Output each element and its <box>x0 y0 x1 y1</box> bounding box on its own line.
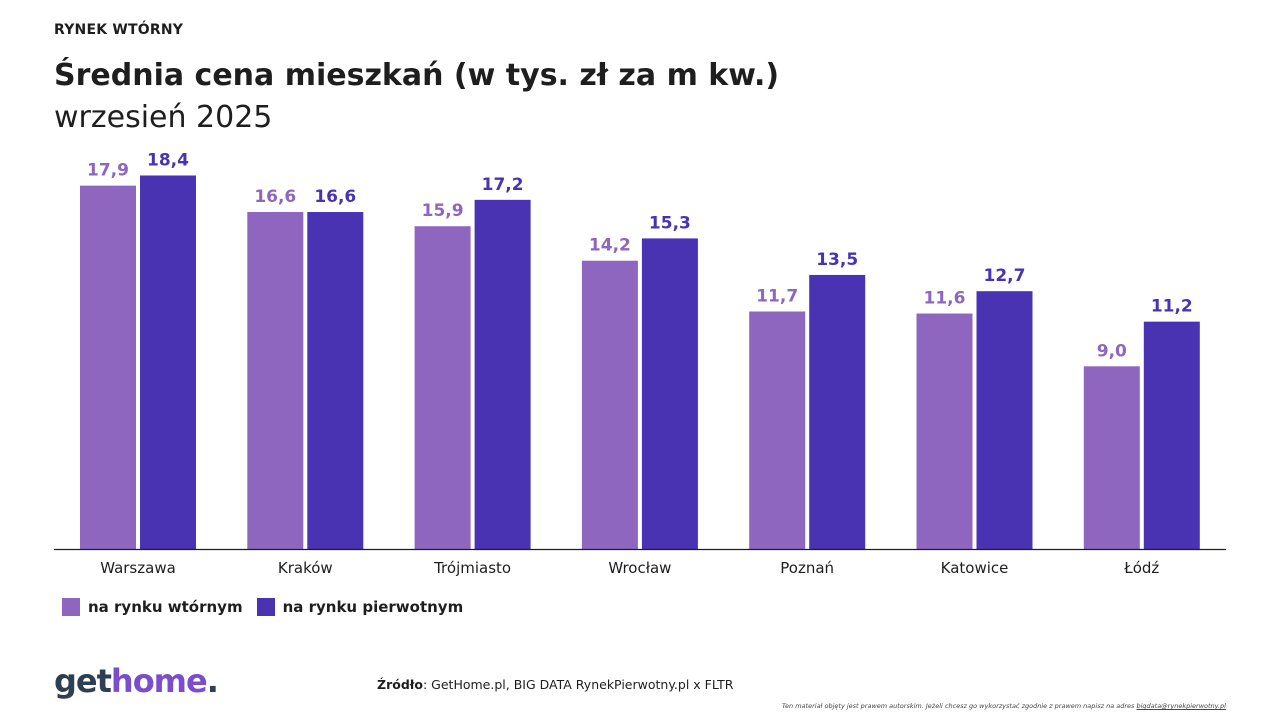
gethome-logo: gethome. <box>54 662 219 700</box>
data-label-Łódź-secondary: 9,0 <box>1097 341 1127 361</box>
contact-email-link[interactable]: bigdata@rynekpierwotny.pl <box>1136 702 1226 710</box>
data-label-Poznań-primary: 13,5 <box>816 250 858 270</box>
data-label-Kraków-primary: 16,6 <box>314 187 356 207</box>
bar-Katowice-secondary <box>916 313 973 549</box>
bar-Trójmiasto-secondary <box>414 226 471 550</box>
copyright-note: Ten materiał objęty jest prawem autorski… <box>782 702 1226 710</box>
section-kicker: RYNEK WTÓRNY <box>54 22 184 38</box>
data-label-Wrocław-secondary: 14,2 <box>589 236 631 256</box>
bar-Kraków-primary <box>307 212 364 549</box>
data-label-Poznań-secondary: 11,7 <box>756 286 798 306</box>
chart-legend: na rynku wtórnym na rynku pierwotnym <box>62 598 463 616</box>
source-label: Źródło <box>377 677 423 692</box>
chart-title: Średnia cena mieszkań (w tys. zł za m kw… <box>54 55 779 139</box>
bar-Wrocław-primary <box>641 238 698 549</box>
source-note: Źródło: GetHome.pl, BIG DATA RynekPierwo… <box>377 677 733 692</box>
bar-Trójmiasto-primary <box>474 199 531 549</box>
legend-item-secondary: na rynku wtórnym <box>62 598 243 616</box>
title-line-1: Średnia cena mieszkań (w tys. zł za m kw… <box>54 58 780 93</box>
legend-item-primary: na rynku pierwotnym <box>256 598 464 616</box>
source-text: : GetHome.pl, BIG DATA RynekPierwotny.pl… <box>423 677 734 692</box>
legend-label-primary: na rynku pierwotnym <box>282 598 464 616</box>
data-label-Katowice-secondary: 11,6 <box>924 289 966 309</box>
bar-Kraków-secondary <box>247 212 304 549</box>
x-tick-label-Trójmiasto: Trójmiasto <box>433 559 511 577</box>
logo-dot: . <box>206 662 219 700</box>
x-tick-label-Wrocław: Wrocław <box>608 559 671 577</box>
data-label-Warszawa-secondary: 17,9 <box>87 161 129 181</box>
legend-swatch-primary <box>256 598 275 616</box>
logo-home: home <box>110 662 208 700</box>
legend-swatch-secondary <box>62 598 80 616</box>
data-label-Trójmiasto-secondary: 15,9 <box>422 201 464 221</box>
data-label-Łódź-primary: 11,2 <box>1151 297 1193 317</box>
bar-Łódź-secondary <box>1083 366 1140 549</box>
title-line-2: wrzesień 2025 <box>54 100 273 135</box>
copyright-text: Ten materiał objęty jest prawem autorski… <box>781 702 1137 710</box>
data-label-Wrocław-primary: 15,3 <box>649 213 691 233</box>
bar-Warszawa-secondary <box>80 185 136 549</box>
legend-label-secondary: na rynku wtórnym <box>88 598 243 616</box>
data-label-Katowice-primary: 12,7 <box>984 266 1026 286</box>
bar-Warszawa-primary <box>140 175 196 550</box>
bar-Poznań-secondary <box>749 311 806 549</box>
x-tick-label-Warszawa: Warszawa <box>100 559 176 577</box>
x-tick-label-Katowice: Katowice <box>941 559 1009 577</box>
x-tick-label-Łódź: Łódź <box>1123 559 1159 577</box>
logo-get: get <box>54 662 112 700</box>
x-tick-label-Kraków: Kraków <box>278 559 333 577</box>
data-label-Trójmiasto-primary: 17,2 <box>482 175 524 195</box>
bar-Katowice-primary <box>976 291 1033 549</box>
data-label-Warszawa-primary: 18,4 <box>147 150 189 170</box>
bar-Wrocław-secondary <box>581 260 638 549</box>
bar-Poznań-primary <box>809 274 866 549</box>
x-tick-label-Poznań: Poznań <box>780 559 834 577</box>
data-label-Kraków-secondary: 16,6 <box>254 187 296 207</box>
bar-Łódź-primary <box>1143 321 1200 549</box>
